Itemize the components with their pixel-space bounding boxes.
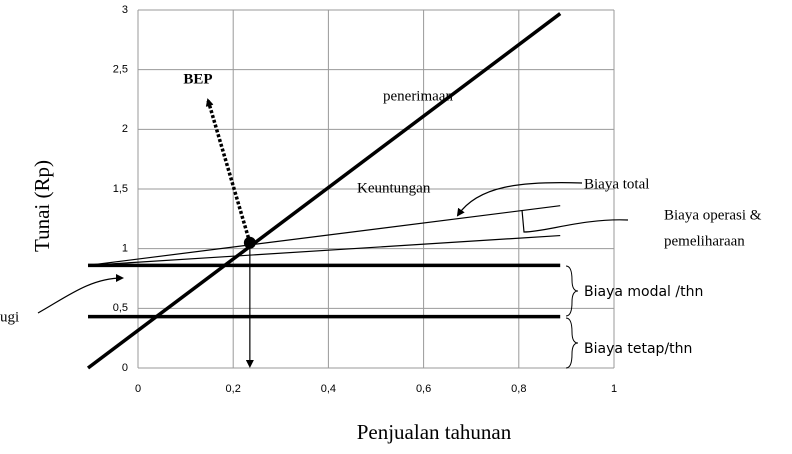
pointer — [37, 274, 124, 314]
annotation: Biaya tetap/thn — [584, 341, 692, 357]
line — [87, 234, 561, 266]
y-tick-label: 1 — [122, 243, 128, 255]
bep-pointer — [205, 98, 252, 244]
x-tick-label: 0,2 — [226, 383, 241, 395]
line — [86, 12, 562, 370]
annotation: ugi — [0, 309, 19, 325]
x-axis-title: Penjualan tahunan — [357, 420, 512, 444]
pointer — [521, 209, 629, 233]
y-tick-label: 1,5 — [113, 183, 128, 195]
bep-point — [243, 236, 256, 249]
annotation: Keuntungan — [357, 180, 431, 196]
y-tick-label: 0 — [122, 362, 128, 374]
annotation: penerimaan — [383, 88, 453, 104]
y-tick-label: 3 — [122, 4, 128, 16]
x-tick-label: 1 — [611, 383, 617, 395]
brace — [565, 317, 579, 369]
annotation: BEP — [183, 71, 212, 87]
annotation: Biaya operasi & — [664, 207, 762, 223]
x-tick-label: 0,4 — [321, 383, 336, 395]
y-tick-label: 2 — [122, 123, 128, 135]
annotation: Biaya modal /thn — [584, 284, 703, 300]
marks — [86, 12, 562, 370]
y-tick-label: 0,5 — [113, 302, 128, 314]
line — [87, 205, 561, 266]
brace — [565, 265, 579, 317]
y-tick-label: 2,5 — [113, 64, 128, 76]
y-axis-title: Tunai (Rp) — [30, 160, 54, 252]
x-tick-label: 0,6 — [416, 383, 431, 395]
annotation: pemeliharaan — [664, 233, 745, 249]
x-tick-label: 0 — [135, 383, 141, 395]
pointer — [456, 182, 583, 217]
annotation: Biaya total — [584, 176, 649, 192]
x-tick-label: 0,8 — [511, 383, 526, 395]
